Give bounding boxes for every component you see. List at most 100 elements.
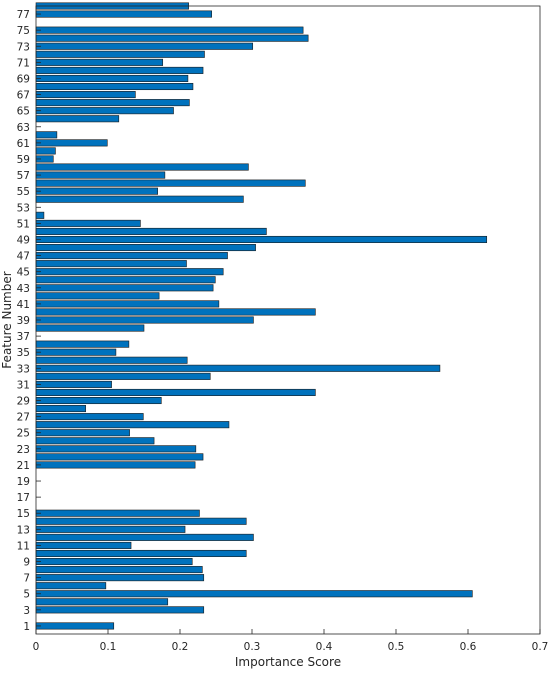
bar-feature-54 <box>35 195 244 203</box>
bar-feature-13 <box>35 525 186 533</box>
x-tick-label: 0 <box>33 641 40 653</box>
bar-feature-7 <box>35 574 205 582</box>
bar-feature-6 <box>35 582 107 590</box>
bar-feature-8 <box>35 566 203 574</box>
bar-feature-47 <box>35 252 228 260</box>
bar-feature-46 <box>35 260 187 268</box>
bar-feature-56 <box>35 179 306 187</box>
bar-feature-58 <box>35 163 249 171</box>
y-tick-label: 49 <box>17 234 30 246</box>
x-tick-label: 0.7 <box>532 641 549 653</box>
bar-feature-21 <box>35 461 196 469</box>
y-tick-label: 47 <box>17 251 30 263</box>
y-tick-label: 17 <box>17 492 30 504</box>
bar-feature-72 <box>35 50 205 58</box>
bar-feature-65 <box>35 107 174 115</box>
bar-feature-34 <box>35 356 188 364</box>
y-tick-label: 45 <box>17 267 30 279</box>
bar-feature-48 <box>35 244 256 252</box>
bar-feature-30 <box>35 388 316 396</box>
bar-feature-67 <box>35 91 136 99</box>
bar-feature-71 <box>35 58 164 66</box>
bar-feature-68 <box>35 82 194 91</box>
bar-feature-43 <box>35 284 214 292</box>
bar-feature-69 <box>35 74 189 82</box>
y-tick-label: 53 <box>17 202 30 214</box>
y-tick-label: 77 <box>17 9 30 21</box>
bar-feature-15 <box>35 509 200 517</box>
bar-feature-14 <box>35 517 247 525</box>
y-tick-label: 9 <box>23 557 30 569</box>
x-tick-label: 0.3 <box>244 641 261 653</box>
y-tick-label: 29 <box>17 396 30 408</box>
bar-feature-75 <box>35 26 304 34</box>
y-tick-label: 69 <box>17 73 30 85</box>
bar-feature-60 <box>35 147 56 155</box>
y-tick-label: 7 <box>23 573 30 585</box>
x-axis-title: Importance Score <box>235 655 341 669</box>
y-tick-label: 41 <box>17 299 30 311</box>
bar-feature-50 <box>35 227 267 235</box>
bar-feature-73 <box>35 42 254 50</box>
bar-feature-38 <box>35 324 145 332</box>
bar-feature-32 <box>35 372 211 380</box>
x-tick-label: 0.5 <box>388 641 405 653</box>
y-tick-label: 61 <box>17 138 30 150</box>
y-tick-label: 3 <box>23 605 30 617</box>
bar-feature-35 <box>35 348 117 356</box>
y-axis-ticks: 1357911131517192123252729313335373941434… <box>17 9 41 633</box>
y-tick-label: 65 <box>17 106 30 118</box>
y-tick-label: 15 <box>17 508 30 520</box>
bar-feature-25 <box>35 429 130 437</box>
x-tick-label: 0.2 <box>172 641 189 653</box>
bar-feature-40 <box>35 308 316 316</box>
bar-feature-52 <box>35 211 45 219</box>
bar-feature-26 <box>35 421 230 429</box>
bar-feature-3 <box>35 606 205 614</box>
y-tick-label: 75 <box>17 25 30 37</box>
y-tick-label: 11 <box>17 540 30 552</box>
bar-feature-23 <box>35 445 197 453</box>
y-tick-label: 59 <box>17 154 30 166</box>
bar-feature-41 <box>35 300 220 308</box>
bar-feature-22 <box>35 453 204 461</box>
y-tick-label: 27 <box>17 412 30 424</box>
bar-feature-4 <box>35 598 169 606</box>
y-tick-label: 43 <box>17 283 30 295</box>
bar-feature-10 <box>35 549 247 558</box>
x-tick-label: 0.6 <box>460 641 477 653</box>
y-tick-label: 25 <box>17 428 30 440</box>
bar-feature-66 <box>35 99 190 107</box>
bar-feature-45 <box>35 268 224 276</box>
y-tick-label: 23 <box>17 444 30 456</box>
y-tick-label: 31 <box>17 379 30 391</box>
bar-feature-49 <box>35 235 488 244</box>
bar-feature-33 <box>35 364 441 372</box>
y-tick-label: 63 <box>17 122 30 134</box>
y-tick-label: 21 <box>17 460 30 472</box>
y-tick-label: 1 <box>23 621 30 633</box>
bar-feature-31 <box>35 380 112 388</box>
bar-feature-5 <box>35 590 473 598</box>
y-tick-label: 37 <box>17 331 30 343</box>
bar-feature-9 <box>35 558 193 566</box>
y-tick-label: 5 <box>23 589 30 601</box>
bar-feature-42 <box>35 292 160 300</box>
y-tick-label: 51 <box>17 218 30 230</box>
x-tick-label: 0.1 <box>100 641 117 653</box>
x-tick-label: 0.4 <box>316 641 333 653</box>
bar-feature-77 <box>35 10 212 18</box>
y-axis-title: Feature Number <box>0 271 14 368</box>
bar-feature-24 <box>35 437 155 445</box>
bar-feature-70 <box>35 66 204 74</box>
y-tick-label: 35 <box>17 347 30 359</box>
y-tick-label: 13 <box>17 524 30 536</box>
y-tick-label: 57 <box>17 170 30 182</box>
bar-feature-44 <box>35 276 216 284</box>
bar-feature-55 <box>35 187 158 195</box>
bar-feature-64 <box>35 115 120 123</box>
x-axis-ticks: 0 0.1 0.2 0.3 0.4 0.5 0.6 0.7 <box>33 629 549 653</box>
bar-feature-51 <box>35 219 141 227</box>
y-tick-label: 71 <box>17 57 30 69</box>
